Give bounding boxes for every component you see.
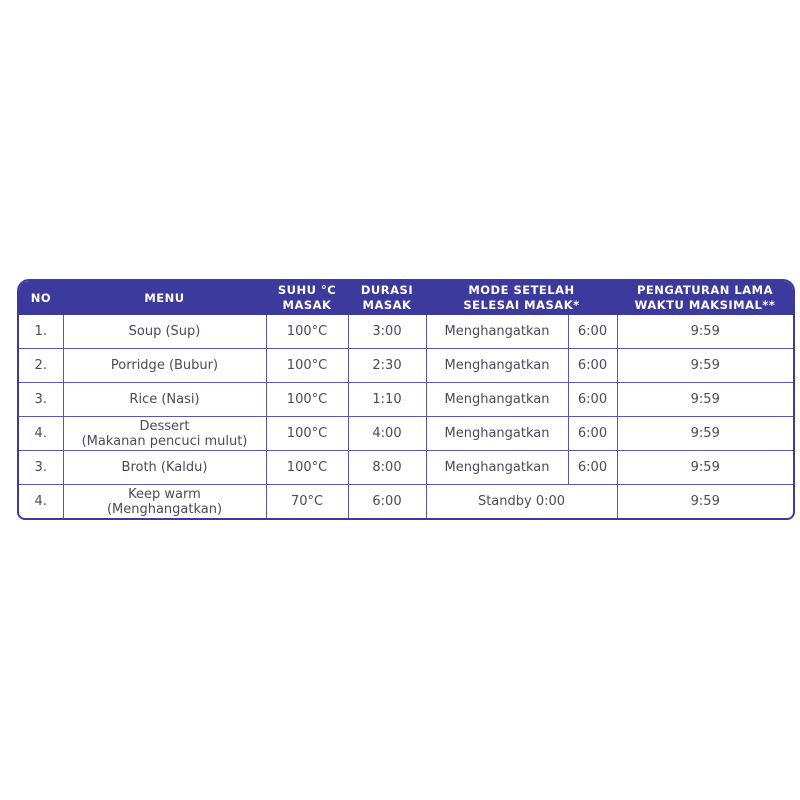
header-row: NO MENU SUHU °C MASAK DURASI MASAK MODE SE… [19, 281, 793, 315]
header-no: NO [19, 281, 63, 315]
cell-mode: Menghangatkan [425, 348, 569, 383]
cell-mode: Standby 0:00 [425, 484, 618, 518]
cell-suhu: 100°C [265, 450, 349, 485]
cell-menu: Rice (Nasi) [62, 382, 267, 417]
menu-line: Dessert [139, 418, 190, 434]
cell-max: 9:59 [616, 382, 793, 417]
header-max-line2: WAKTU MAKSIMAL** [634, 298, 776, 312]
menu-line: Soup (Sup) [128, 324, 201, 339]
header-durasi-line1: DURASI [360, 283, 414, 297]
table-row: 4. Keep warm (Menghangatkan) 70°C 6:00 Standb… [19, 484, 793, 518]
menu-line: (Makanan pencuci mulut) [81, 433, 248, 449]
cell-mode-time: 6:00 [567, 450, 618, 485]
cell-menu: Keep warm (Menghangatkan) [62, 484, 267, 518]
header-durasi-line2: MASAK [362, 298, 412, 312]
header-suhu-line2: MASAK [282, 298, 332, 312]
header-max-line1: PENGATURAN LAMA [637, 283, 773, 297]
menu-line: Keep warm [128, 486, 201, 502]
cell-mode: Menghangatkan [425, 450, 569, 485]
cell-menu: Dessert (Makanan pencuci mulut) [62, 416, 267, 451]
header-suhu-line1: SUHU °C [277, 283, 337, 297]
cell-mode: Menghangatkan [425, 382, 569, 417]
cell-max: 9:59 [616, 450, 793, 485]
cell-no: 4. [19, 416, 64, 451]
table-row: 3. Rice (Nasi) 100°C 1:10 Menghangatkan 6:00 9… [19, 382, 793, 417]
cell-max: 9:59 [616, 416, 793, 451]
cell-no: 4. [19, 484, 64, 518]
header-mode-line2: SELESAI MASAK* [463, 298, 580, 312]
cell-suhu: 100°C [265, 315, 349, 349]
cell-menu: Broth (Kaldu) [62, 450, 267, 485]
header-suhu: SUHU °C MASAK [266, 281, 348, 315]
cell-suhu: 100°C [265, 416, 349, 451]
cell-suhu: 100°C [265, 348, 349, 383]
cell-menu: Porridge (Bubur) [62, 348, 267, 383]
cell-durasi: 2:30 [347, 348, 427, 383]
menu-line: Broth (Kaldu) [121, 460, 208, 475]
table-row: 3. Broth (Kaldu) 100°C 8:00 Menghangatkan 6:0… [19, 450, 793, 485]
cell-durasi: 6:00 [347, 484, 427, 518]
table-row: 2. Porridge (Bubur) 100°C 2:30 Menghangatkan… [19, 348, 793, 383]
cell-mode-time: 6:00 [567, 382, 618, 417]
cell-mode: Menghangatkan [425, 315, 569, 349]
header-durasi: DURASI MASAK [348, 281, 426, 315]
cell-no: 2. [19, 348, 64, 383]
menu-line: (Menghangatkan) [106, 501, 223, 517]
cooking-menu-table: NO MENU SUHU °C MASAK DURASI MASAK MODE SE… [17, 279, 795, 520]
cell-mode-time: 6:00 [567, 348, 618, 383]
cell-mode-time: 6:00 [567, 315, 618, 349]
header-max: PENGATURAN LAMA WAKTU MAKSIMAL** [617, 281, 793, 315]
header-mode: MODE SETELAH SELESAI MASAK* [426, 281, 617, 315]
cell-max: 9:59 [616, 315, 793, 349]
table-row: 4. Dessert (Makanan pencuci mulut) 100°C 4:0… [19, 416, 793, 451]
header-menu: MENU [63, 281, 266, 315]
header-mode-line1: MODE SETELAH [468, 283, 575, 297]
cell-max: 9:59 [616, 348, 793, 383]
menu-line: Porridge (Bubur) [110, 358, 219, 373]
cell-mode-time: 6:00 [567, 416, 618, 451]
cell-durasi: 4:00 [347, 416, 427, 451]
cell-durasi: 3:00 [347, 315, 427, 349]
cell-durasi: 1:10 [347, 382, 427, 417]
table-row: 1. Soup (Sup) 100°C 3:00 Menghangatkan 6:00 9:… [19, 315, 793, 349]
cell-menu: Soup (Sup) [62, 315, 267, 349]
cell-mode: Menghangatkan [425, 416, 569, 451]
cell-max: 9:59 [616, 484, 793, 518]
cell-durasi: 8:00 [347, 450, 427, 485]
cell-suhu: 70°C [265, 484, 349, 518]
cell-no: 3. [19, 450, 64, 485]
cell-suhu: 100°C [265, 382, 349, 417]
menu-line: Rice (Nasi) [129, 392, 200, 407]
cell-no: 1. [19, 315, 64, 349]
cell-no: 3. [19, 382, 64, 417]
